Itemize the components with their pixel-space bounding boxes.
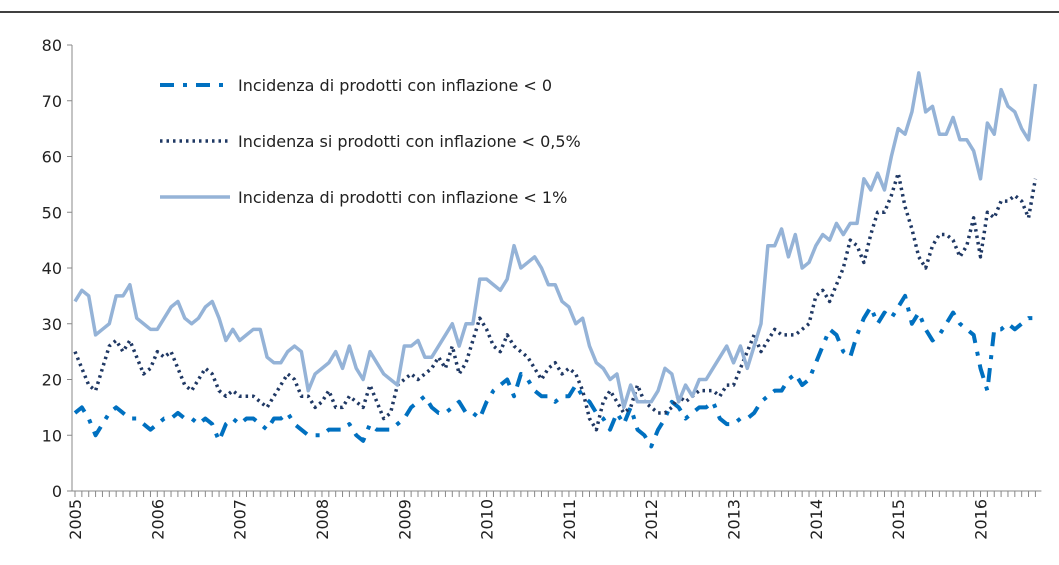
series-line xyxy=(73,293,1036,449)
legend-label: Incidenza di prodotti con inflazione < 1… xyxy=(238,188,567,207)
y-tick-label: 10 xyxy=(42,426,62,445)
x-tick-label: 2005 xyxy=(66,499,85,540)
x-tick-label: 2013 xyxy=(725,499,744,540)
x-tick-label: 2010 xyxy=(478,499,497,540)
series-line xyxy=(73,171,1038,432)
x-tick-label: 2006 xyxy=(148,499,167,540)
y-tick-label: 60 xyxy=(42,148,62,167)
x-tick-label: 2014 xyxy=(807,499,826,540)
y-tick-label: 80 xyxy=(42,36,62,55)
y-tick-label: 30 xyxy=(42,315,62,334)
y-tick-label: 50 xyxy=(42,203,62,222)
x-tick-label: 2009 xyxy=(395,499,414,540)
y-tick-label: 70 xyxy=(42,92,62,111)
x-tick-label: 2011 xyxy=(560,499,579,540)
legend-label: Incidenza si prodotti con inflazione < 0… xyxy=(238,132,581,151)
x-tick-label: 2007 xyxy=(231,499,250,540)
series-line xyxy=(73,71,1038,410)
legend-label: Incidenza di prodotti con inflazione < 0 xyxy=(238,76,552,95)
x-tick-label: 2008 xyxy=(313,499,332,540)
y-tick-label: 0 xyxy=(52,482,62,501)
y-tick-label: 40 xyxy=(42,259,62,278)
x-tick-label: 2015 xyxy=(889,499,908,540)
y-tick-label: 20 xyxy=(42,371,62,390)
x-tick-label: 2012 xyxy=(642,499,661,540)
x-tick-label: 2016 xyxy=(972,499,991,540)
